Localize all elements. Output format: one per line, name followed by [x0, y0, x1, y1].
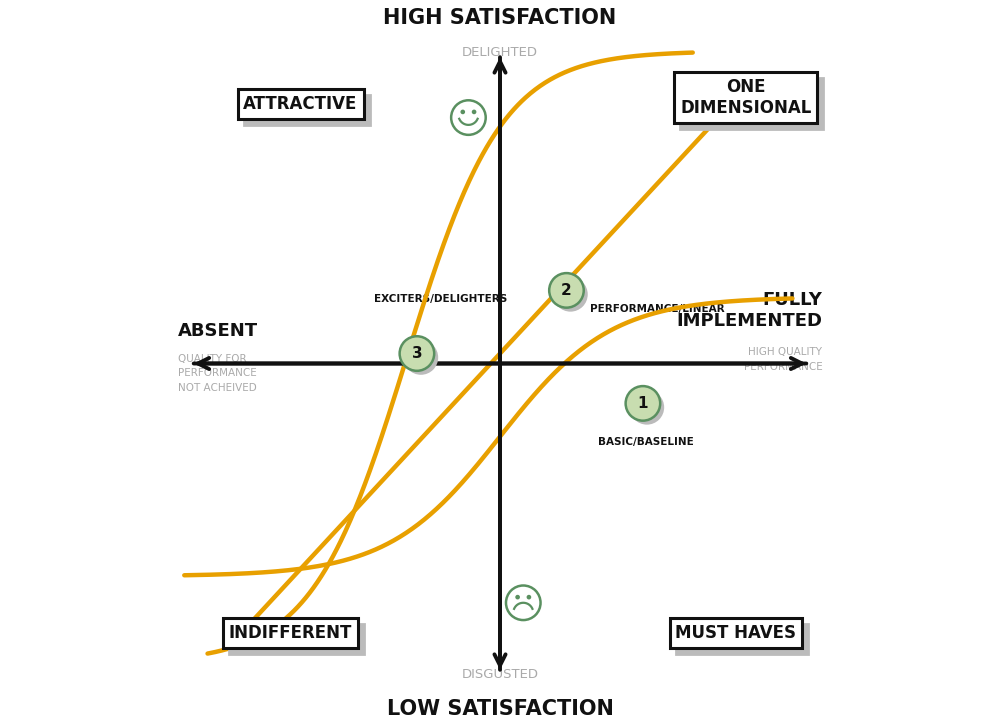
- Circle shape: [626, 386, 660, 421]
- Circle shape: [515, 595, 520, 600]
- Circle shape: [460, 110, 465, 114]
- Text: 1: 1: [638, 396, 648, 411]
- Text: ATTRACTIVE: ATTRACTIVE: [249, 101, 364, 119]
- Text: PERFORMANCE/LINEAR: PERFORMANCE/LINEAR: [590, 304, 724, 313]
- Text: LOW SATISFACTION: LOW SATISFACTION: [387, 699, 613, 719]
- Circle shape: [472, 110, 476, 114]
- Text: INDIFFERENT: INDIFFERENT: [235, 630, 358, 648]
- Text: MUST HAVES: MUST HAVES: [675, 624, 796, 642]
- Text: FULLY
IMPLEMENTED: FULLY IMPLEMENTED: [676, 292, 822, 330]
- Text: INDIFFERENT: INDIFFERENT: [229, 624, 352, 642]
- Circle shape: [527, 595, 531, 600]
- Text: 3: 3: [412, 346, 422, 361]
- Circle shape: [400, 337, 434, 371]
- Circle shape: [553, 277, 588, 312]
- Circle shape: [630, 390, 664, 425]
- Text: HIGH SATISFACTION: HIGH SATISFACTION: [383, 8, 617, 28]
- Circle shape: [549, 273, 584, 308]
- Text: DISGUSTED: DISGUSTED: [462, 668, 538, 681]
- Text: HIGH QUALITY
PERFORMANCE: HIGH QUALITY PERFORMANCE: [744, 347, 822, 371]
- Text: EXCITERS/DELIGHTERS: EXCITERS/DELIGHTERS: [374, 294, 507, 304]
- Text: MUST HAVES: MUST HAVES: [681, 630, 802, 648]
- Text: BASIC/BASELINE: BASIC/BASELINE: [598, 437, 694, 446]
- Text: ONE
DIMENSIONAL: ONE DIMENSIONAL: [680, 79, 812, 117]
- Text: ATTRACTIVE: ATTRACTIVE: [243, 95, 358, 113]
- Text: ONE
DIMENSIONAL: ONE DIMENSIONAL: [686, 84, 818, 123]
- Text: 2: 2: [561, 283, 572, 298]
- Text: ABSENT: ABSENT: [178, 322, 258, 340]
- Text: DELIGHTED: DELIGHTED: [462, 46, 538, 59]
- Text: QUALITY FOR
PERFORMANCE
NOT ACHEIVED: QUALITY FOR PERFORMANCE NOT ACHEIVED: [178, 353, 256, 393]
- Circle shape: [404, 340, 438, 375]
